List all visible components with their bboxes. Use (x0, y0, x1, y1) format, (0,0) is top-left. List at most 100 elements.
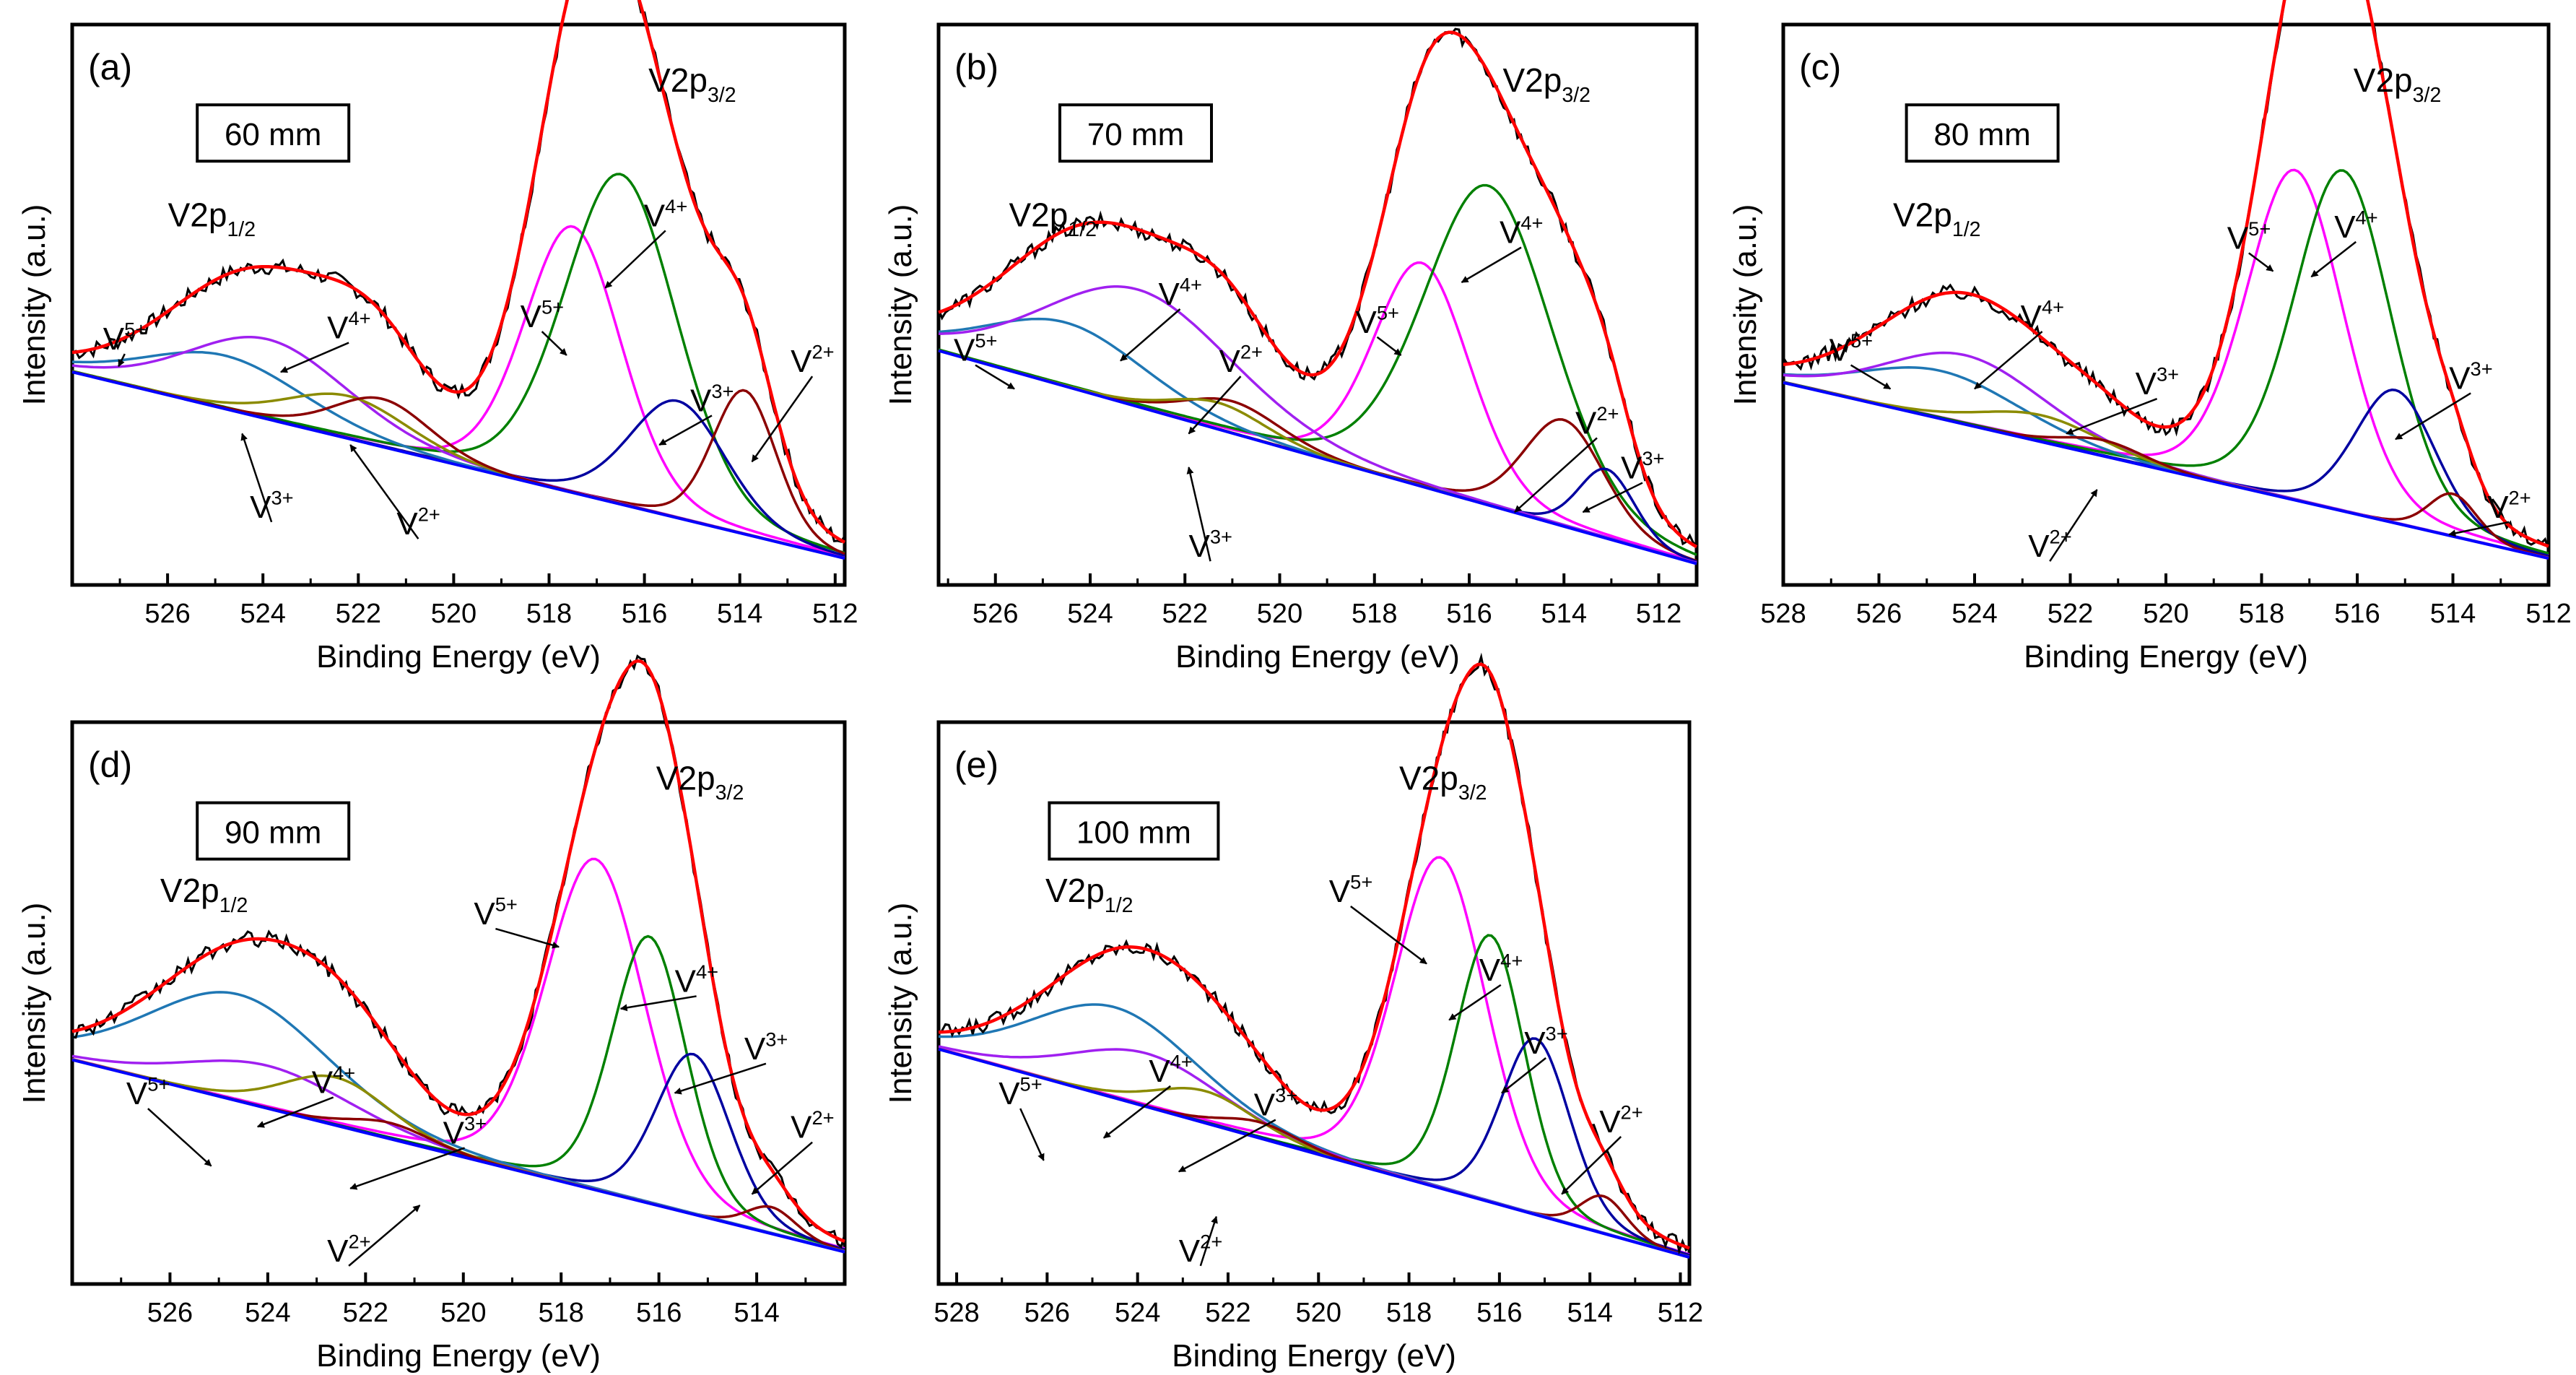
x-tick-label: 520 (1257, 599, 1302, 629)
region-label-v2p32: V2p3/2 (1503, 61, 1591, 107)
x-axis-label: Binding Energy (eV) (316, 639, 601, 675)
annotation-arrow (658, 415, 713, 446)
x-tick-label: 520 (431, 599, 477, 629)
annotation-arrow (1514, 437, 1598, 513)
species-label-3plus: V3+ (1524, 1023, 1567, 1061)
annotation-arrow (1850, 364, 1892, 390)
species-label-3plus: V3+ (690, 380, 734, 418)
region-label-v2p12: V2p1/2 (168, 196, 256, 241)
plot-frame (70, 720, 847, 1286)
annotation-arrow (1582, 482, 1643, 513)
x-tick-label: 526 (147, 1298, 193, 1328)
panel-3: 526 524 522 520 518 516 514 Binding Energy (eV)… (17, 654, 847, 1374)
x-tick-label: 528 (934, 1298, 979, 1328)
species-label-2plus: V2+ (2487, 486, 2531, 524)
annotation-arrow (1103, 1085, 1171, 1139)
x-tick-label: 520 (2143, 599, 2188, 629)
annotation-arrow (279, 342, 349, 373)
condition-label: 60 mm (225, 117, 321, 152)
x-tick-label: 514 (1567, 1298, 1612, 1328)
x-tick-label: 514 (717, 599, 762, 629)
panel-letter: (a) (88, 47, 132, 87)
species-label-3plus: V3+ (2136, 363, 2179, 402)
annotation-arrow (1120, 308, 1181, 362)
annotation-arrow (147, 1108, 212, 1167)
region-label-v2p32: V2p3/2 (656, 759, 744, 804)
panel-letter: (c) (1799, 47, 1841, 87)
annotation-arrow (1186, 467, 1211, 562)
x-axis-label: Binding Energy (eV) (1175, 639, 1460, 675)
region-label-v2p12: V2p1/2 (1045, 872, 1133, 917)
species-label-3plus: V3+ (2449, 357, 2492, 396)
panel-4: 528 526 524 522 520 518 516 514 512 Binding Energ… (883, 652, 1703, 1374)
species-label-2plus: V2+ (2028, 526, 2071, 564)
species-label-5plus: V5+ (954, 329, 997, 368)
fit-envelope (1783, 0, 2549, 548)
x-tick-label: 522 (336, 599, 381, 629)
panel-letter: (e) (954, 745, 998, 785)
x-tick-label: 524 (1115, 1298, 1160, 1328)
x-tick-label: 516 (636, 1298, 682, 1328)
x-tick-label: 512 (812, 599, 858, 629)
x-axis-label: Binding Energy (eV) (2024, 639, 2308, 675)
x-tick-label: 518 (526, 599, 572, 629)
panel-2: 528 526 524 522 520 518 516 514 512 Binding Energ… (1728, 0, 2572, 675)
annotation-arrow (2395, 392, 2471, 441)
annotation-arrow (349, 1147, 466, 1190)
panel-letter: (d) (88, 745, 132, 785)
species-label-4plus: V4+ (312, 1062, 355, 1100)
x-tick-label: 524 (1067, 599, 1113, 629)
species-label-3plus: V3+ (744, 1028, 788, 1066)
x-tick-label: 524 (245, 1298, 290, 1328)
species-label-3plus: V3+ (1621, 447, 1664, 485)
fit-envelope (71, 659, 845, 1243)
region-label-v2p32: V2p3/2 (2354, 61, 2442, 107)
species-label-4plus: V4+ (327, 307, 370, 345)
condition-label: 100 mm (1076, 815, 1191, 851)
species-label-5plus: V5+ (998, 1073, 1042, 1111)
annotation-arrow (751, 376, 814, 463)
species-label-5plus: V5+ (521, 296, 564, 334)
annotation-arrow (751, 1141, 813, 1195)
annotation-arrow (541, 331, 567, 356)
annotation-arrow (619, 995, 697, 1012)
x-tick-label: 516 (622, 599, 667, 629)
annotation-arrow (2310, 240, 2357, 278)
species-label-4plus: V4+ (1149, 1050, 1192, 1088)
x-axis-label: Binding Energy (eV) (1172, 1338, 1456, 1374)
x-tick-label: 520 (440, 1298, 486, 1328)
species-label-5plus: V5+ (1829, 329, 1873, 368)
species-label-4plus: V4+ (2021, 296, 2064, 334)
condition-box (1048, 801, 1220, 861)
x-tick-label: 520 (1296, 1298, 1341, 1328)
region-label-v2p12: V2p1/2 (1009, 196, 1097, 241)
condition-box (196, 103, 351, 163)
species-label-4plus: V4+ (1479, 949, 1523, 987)
species-label-5plus: V5+ (1356, 301, 1399, 339)
x-tick-label: 522 (343, 1298, 388, 1328)
x-tick-label: 514 (1541, 599, 1587, 629)
condition-box (1905, 103, 2060, 163)
annotation-arrow (1448, 984, 1502, 1021)
component-V4plus-p12 (939, 285, 1697, 564)
background-line (938, 349, 1697, 565)
species-label-3plus: V3+ (443, 1112, 487, 1150)
species-label-5plus: V5+ (474, 893, 517, 932)
fit-envelope (938, 662, 1690, 1250)
region-label-v2p32: V2p3/2 (648, 61, 736, 107)
annotation-arrow (348, 1205, 421, 1267)
species-label-2plus: V2+ (791, 341, 834, 379)
x-tick-label: 512 (1636, 599, 1681, 629)
species-label-2plus: V2+ (791, 1106, 834, 1145)
x-tick-label: 528 (1760, 599, 1806, 629)
annotation-arrow (1350, 905, 1427, 965)
species-label-3plus: V3+ (250, 486, 293, 524)
x-tick-label: 518 (539, 1298, 584, 1328)
species-label-4plus: V4+ (1500, 212, 1543, 250)
x-tick-label: 526 (1856, 599, 1902, 629)
species-label-5plus: V5+ (103, 318, 147, 357)
x-tick-label: 516 (1476, 1298, 1522, 1328)
region-label-v2p12: V2p1/2 (1893, 196, 1981, 241)
species-label-5plus: V5+ (126, 1073, 170, 1111)
